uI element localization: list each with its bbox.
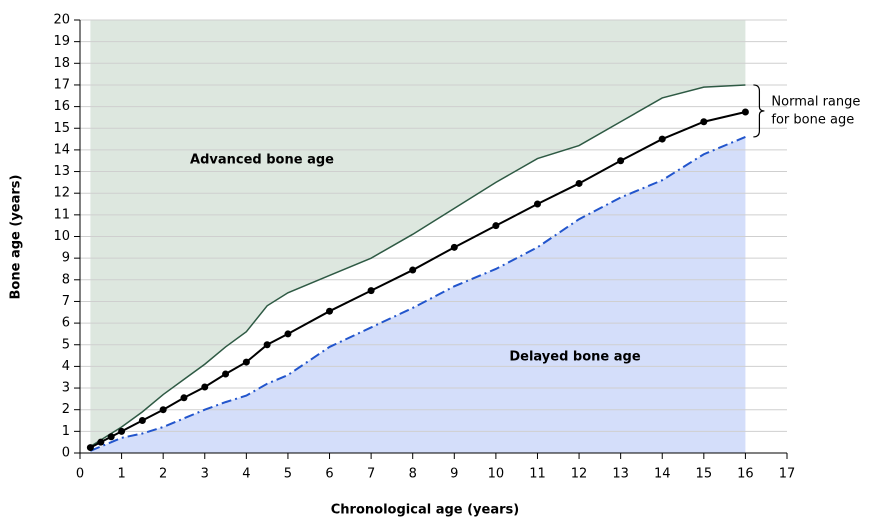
point xyxy=(242,358,250,366)
x-tick-label: 11 xyxy=(529,467,546,482)
x-tick-label: 2 xyxy=(159,467,167,482)
point xyxy=(284,330,292,338)
x-tick-label: 8 xyxy=(409,467,417,482)
point xyxy=(409,266,417,274)
y-tick-label: 6 xyxy=(62,316,70,331)
range-label: Normal range xyxy=(771,94,860,109)
point xyxy=(450,243,458,251)
y-tick-label: 15 xyxy=(53,121,70,136)
point xyxy=(201,383,209,391)
y-tick-label: 18 xyxy=(53,56,70,71)
x-tick-label: 4 xyxy=(242,467,250,482)
x-tick-label: 12 xyxy=(571,467,588,482)
x-tick-label: 10 xyxy=(488,467,505,482)
y-axis-label: Bone age (years) xyxy=(9,175,24,300)
y-tick-label: 11 xyxy=(53,207,70,222)
y-tick-label: 1 xyxy=(62,424,70,439)
x-axis-label: Chronological age (years) xyxy=(331,503,519,518)
y-tick-label: 5 xyxy=(62,337,70,352)
y-tick-label: 0 xyxy=(62,446,70,461)
y-tick-label: 19 xyxy=(53,34,70,49)
line xyxy=(89,84,746,448)
point xyxy=(107,433,115,441)
point xyxy=(741,108,749,116)
point xyxy=(118,427,126,435)
point xyxy=(492,222,500,230)
y-tick-label: 13 xyxy=(53,164,70,179)
annotation: Delayed bone age xyxy=(509,350,640,365)
x-tick-label: 13 xyxy=(612,467,629,482)
range-brace xyxy=(753,84,765,138)
y-tick-label: 4 xyxy=(62,359,70,374)
point xyxy=(367,287,375,295)
y-tick-label: 3 xyxy=(62,381,70,396)
point xyxy=(617,157,625,165)
x-tick-label: 1 xyxy=(117,467,125,482)
point xyxy=(159,406,167,414)
y-tick-label: 2 xyxy=(62,402,70,417)
x-tick-label: 5 xyxy=(284,467,292,482)
y-tick-label: 10 xyxy=(53,229,70,244)
x-tick-label: 3 xyxy=(201,467,209,482)
y-tick-label: 8 xyxy=(62,272,70,287)
point xyxy=(97,438,105,446)
y-tick-label: 7 xyxy=(62,294,70,309)
y-tick-label: 14 xyxy=(53,142,70,157)
advanced-region xyxy=(90,20,746,447)
line xyxy=(90,135,746,452)
x-tick-label: 14 xyxy=(654,467,671,482)
x-tick-label: 7 xyxy=(367,467,375,482)
x-tick-label: 16 xyxy=(737,467,754,482)
point xyxy=(86,444,94,452)
x-tick-label: 9 xyxy=(450,467,458,482)
point xyxy=(700,118,708,126)
x-tick-label: 0 xyxy=(76,467,84,482)
point xyxy=(575,179,583,187)
point xyxy=(180,394,188,402)
annotation: Advanced bone age xyxy=(190,153,334,168)
x-tick-label: 17 xyxy=(779,467,796,482)
y-tick-label: 17 xyxy=(53,77,70,92)
x-tick-label: 15 xyxy=(696,467,713,482)
delayed-region xyxy=(90,136,746,453)
y-tick-label: 9 xyxy=(62,251,70,266)
y-tick-label: 16 xyxy=(53,99,70,114)
point xyxy=(658,135,666,143)
x-tick-label: 6 xyxy=(325,467,333,482)
y-tick-label: 12 xyxy=(53,186,70,201)
point xyxy=(326,307,334,315)
point xyxy=(222,370,230,378)
range-label: for bone age xyxy=(771,112,854,127)
point xyxy=(138,417,146,425)
point xyxy=(263,341,271,349)
point xyxy=(533,200,541,208)
y-tick-label: 20 xyxy=(53,13,70,28)
